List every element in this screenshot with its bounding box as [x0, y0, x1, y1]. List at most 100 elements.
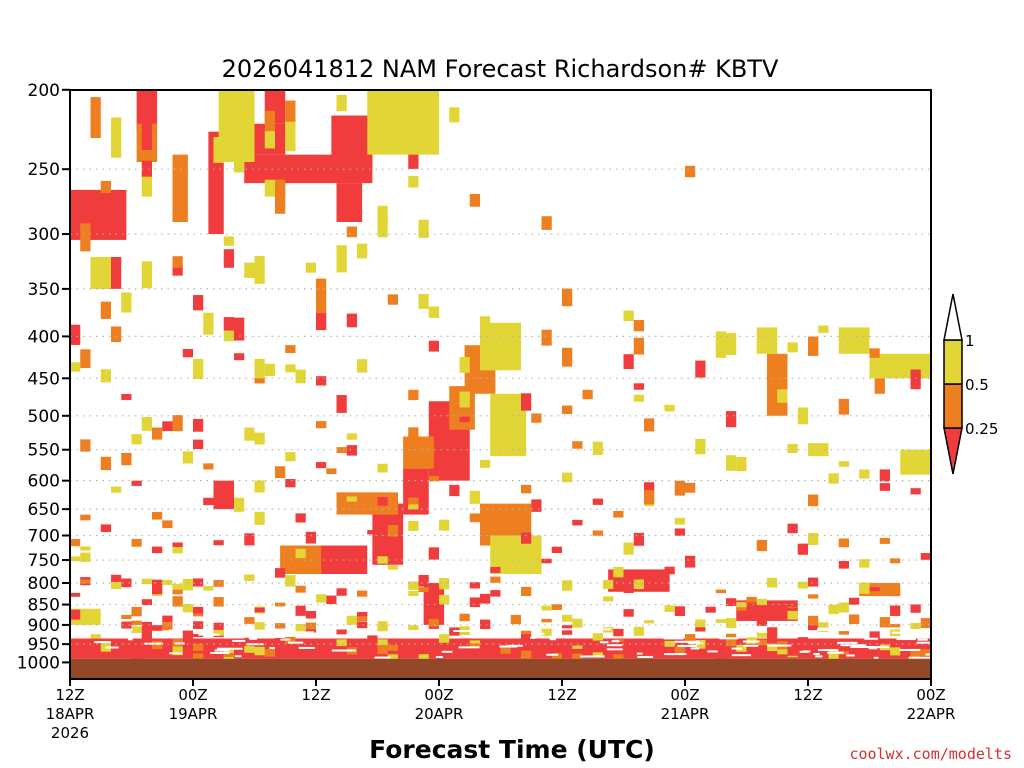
ri-cell-red	[223, 249, 234, 268]
ri-cell-orange	[756, 639, 767, 646]
ri-gap	[767, 644, 792, 647]
ri-cell-yellow	[633, 394, 644, 402]
ri-cell-red	[910, 488, 921, 495]
ri-cell-orange	[521, 650, 532, 659]
ri-gap	[507, 644, 523, 647]
ri-cell-orange	[469, 194, 480, 207]
ri-cell-yellow	[244, 574, 255, 582]
ri-gap	[896, 638, 916, 641]
y-tick-label: 850	[28, 596, 60, 616]
ri-cell-red	[285, 479, 296, 488]
ri-cell-red	[111, 639, 122, 648]
ri-cell-red	[182, 348, 193, 358]
ri-cell-yellow	[346, 496, 357, 502]
x-tick-label: 12Z	[55, 686, 84, 704]
ri-cell-yellow	[459, 357, 470, 373]
ri-region-yellow	[90, 257, 111, 289]
ri-cell-orange	[838, 538, 849, 548]
ri-cell-orange	[726, 638, 737, 647]
ri-cell-yellow	[213, 137, 224, 163]
ri-gap	[756, 628, 763, 631]
ri-cell-orange	[838, 631, 849, 635]
ri-cell-yellow	[572, 618, 583, 628]
ri-gap	[105, 646, 119, 649]
ri-cell-red	[449, 484, 460, 497]
ri-cell-red	[295, 513, 306, 523]
ri-cell-yellow	[295, 369, 306, 384]
ri-gap	[435, 655, 443, 658]
ri-cell-yellow	[562, 472, 573, 483]
ri-cell-red	[162, 421, 173, 432]
x-tick-label: 00Z	[670, 686, 699, 704]
ri-cell-yellow	[777, 649, 788, 655]
ri-cell-orange	[541, 618, 552, 623]
ri-gap	[719, 637, 739, 640]
ri-cell-yellow	[838, 461, 849, 467]
ri-cell-orange	[80, 223, 91, 252]
ri-cell-red	[459, 638, 470, 643]
ri-cell-orange	[572, 653, 583, 663]
ri-cell-yellow	[172, 583, 183, 591]
ri-cell-orange	[674, 646, 685, 654]
ri-cell-yellow	[695, 438, 706, 455]
ri-cell-yellow	[254, 432, 265, 445]
ri-cell-orange	[920, 649, 931, 657]
ri-cell-red	[346, 445, 357, 456]
ri-region-orange	[931, 617, 952, 637]
ri-cell-red	[521, 532, 532, 544]
ri-cell-yellow	[633, 579, 644, 584]
ri-cell-orange	[172, 256, 183, 268]
ri-cell-orange	[890, 558, 901, 564]
ri-cell-yellow	[715, 619, 726, 623]
x-tick-label: 12Z	[547, 686, 576, 704]
ri-gap	[599, 641, 609, 644]
ri-cell-yellow	[818, 622, 829, 633]
ri-cell-red	[100, 524, 111, 533]
ri-gap	[743, 644, 759, 647]
ri-cell-red	[254, 607, 265, 613]
ri-gap	[234, 655, 242, 658]
ri-cell-orange	[285, 345, 296, 354]
ri-cell-yellow	[664, 640, 675, 647]
ri-cell-yellow	[459, 392, 470, 402]
ri-cell-yellow	[111, 117, 122, 158]
legend-label: 0.5	[965, 376, 989, 394]
ri-cell-yellow	[439, 578, 450, 590]
ri-cell-orange	[428, 476, 439, 482]
ri-cell-yellow	[726, 618, 737, 628]
ri-cell-red	[234, 317, 245, 341]
ri-gap	[908, 656, 931, 659]
ri-cell-yellow	[377, 205, 388, 225]
ri-region-orange	[403, 436, 434, 469]
ri-cell-orange	[572, 441, 583, 449]
ri-cell-yellow	[408, 520, 419, 531]
ri-cell-red	[213, 622, 224, 632]
ri-cell-orange	[172, 183, 183, 208]
ri-cell-red	[480, 652, 491, 657]
ri-gap	[677, 645, 697, 648]
ri-cell-red	[674, 528, 685, 536]
ri-cell-yellow	[182, 451, 193, 464]
ri-cell-yellow	[70, 362, 81, 372]
ri-gap	[837, 641, 858, 644]
ri-gap	[593, 628, 611, 631]
ri-cell-yellow	[828, 473, 839, 484]
ri-cell-orange	[408, 389, 419, 401]
ri-cell-orange	[152, 427, 163, 440]
ri-cell-orange	[644, 490, 655, 505]
ri-cell-orange	[808, 594, 819, 599]
ri-gap	[891, 631, 908, 634]
ri-cell-yellow	[418, 219, 429, 238]
ri-cell-orange	[275, 189, 286, 214]
ri-cell-red	[336, 588, 347, 596]
ri-cell-orange	[100, 180, 111, 193]
ri-cell-yellow	[695, 619, 706, 628]
plot-frame	[69, 89, 932, 680]
ri-cell-yellow	[623, 310, 634, 322]
ri-cell-yellow	[664, 605, 675, 612]
x-axis-label: Forecast Time (UTC)	[369, 735, 655, 764]
ri-cell-yellow	[828, 604, 839, 615]
ri-gap	[561, 628, 583, 631]
ri-cell-yellow	[162, 579, 173, 586]
ri-cell-orange	[80, 439, 91, 452]
